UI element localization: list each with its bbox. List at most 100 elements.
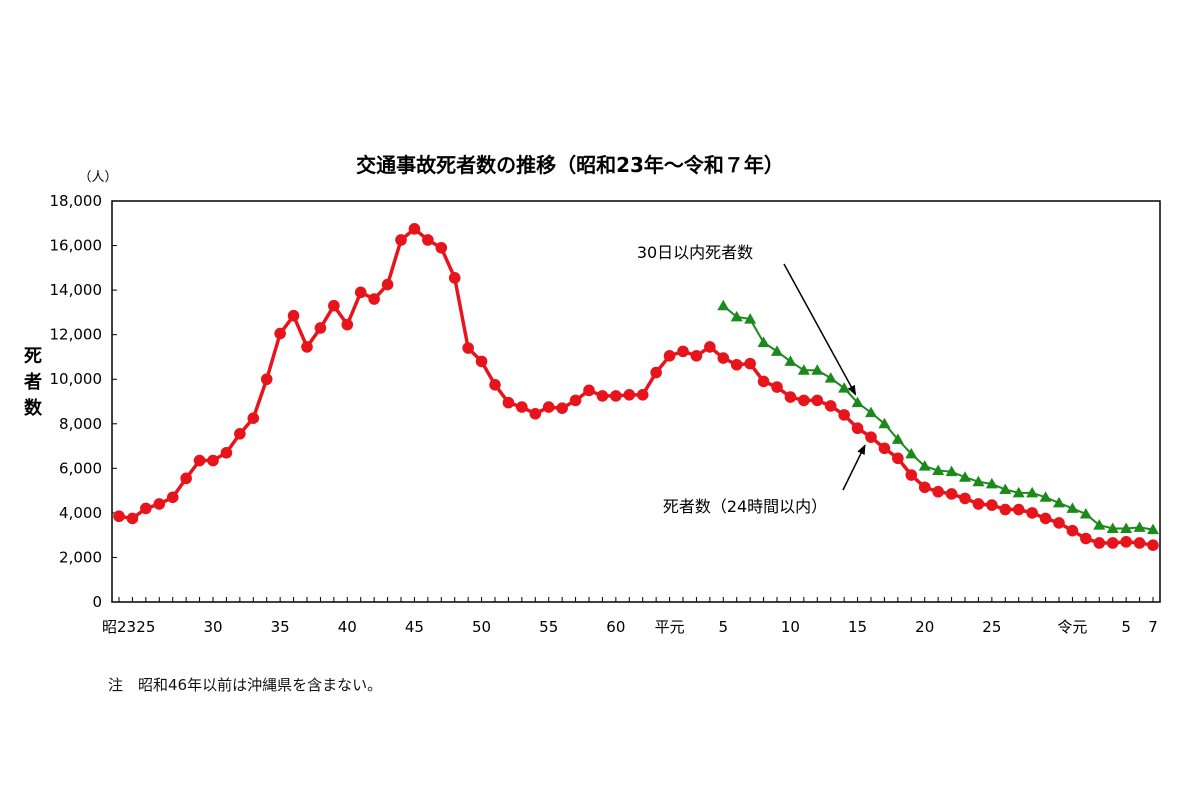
y-axis-ticks: 0 2,000 4,000 6,000 8,000 10,000 12,000 14,000 1… <box>50 192 117 611</box>
data-point <box>247 412 260 425</box>
y-tick-label: 12,000 <box>50 326 103 344</box>
data-point <box>354 286 367 299</box>
data-point <box>328 299 340 312</box>
data-point <box>502 396 515 409</box>
data-point <box>878 417 891 429</box>
data-point <box>690 350 703 362</box>
data-point <box>1066 524 1079 537</box>
x-tick-label: 7 <box>1148 618 1158 636</box>
data-point <box>1012 503 1025 516</box>
data-point <box>717 299 730 311</box>
data-point <box>422 234 434 246</box>
data-point <box>1079 508 1092 519</box>
x-tick-label: 5 <box>719 618 729 636</box>
data-point <box>677 345 689 358</box>
data-point <box>314 322 327 334</box>
data-point <box>1133 521 1146 532</box>
y-tick-label: 10,000 <box>50 370 103 388</box>
data-point <box>1093 519 1106 530</box>
data-point <box>126 512 139 525</box>
data-point <box>838 409 850 421</box>
data-point <box>999 483 1012 494</box>
y-axis-label: 死者数 <box>23 346 43 419</box>
data-point <box>1120 522 1133 533</box>
data-point <box>851 422 864 435</box>
annotation-label: 30日以内死者数 <box>637 243 753 262</box>
y-axis-label-char: 死 <box>24 346 42 367</box>
x-tick-label: 45 <box>405 618 424 636</box>
x-tick-label: 60 <box>606 618 625 636</box>
x-tick-label: 35 <box>271 618 290 636</box>
data-point <box>193 454 206 467</box>
y-tick-label: 2,000 <box>59 548 102 566</box>
data-point <box>663 350 676 362</box>
data-point <box>556 402 568 414</box>
y-tick-label: 18,000 <box>50 192 103 210</box>
data-point <box>811 394 824 407</box>
data-point <box>865 431 877 443</box>
data-point <box>381 278 394 291</box>
data-point <box>771 381 783 393</box>
data-point <box>529 407 542 420</box>
footnote: 注 昭和46年以前は沖縄県を含まない。 <box>108 676 383 694</box>
x-tick-label: 25 <box>136 618 155 636</box>
x-tick-label: 20 <box>915 618 934 636</box>
data-point <box>207 454 219 467</box>
data-point <box>1026 507 1038 519</box>
data-point <box>838 382 851 393</box>
data-point <box>784 355 797 366</box>
data-point <box>287 309 300 322</box>
data-point <box>1106 537 1119 549</box>
data-point <box>891 433 904 444</box>
data-point <box>972 475 985 487</box>
chart-title: 交通事故死者数の推移（昭和23年～令和７年） <box>356 153 784 177</box>
data-point <box>959 471 971 482</box>
data-point <box>596 390 609 402</box>
data-point <box>744 357 756 370</box>
data-point <box>1106 522 1119 533</box>
data-point <box>932 464 945 476</box>
data-point <box>516 401 528 413</box>
data-point <box>260 373 273 386</box>
data-point <box>878 442 891 455</box>
x-tick-label: 55 <box>539 618 558 636</box>
data-point <box>1053 517 1065 529</box>
data-point <box>972 498 985 510</box>
data-point <box>771 345 783 356</box>
series-line-1 <box>118 226 1154 547</box>
data-point <box>1039 491 1052 502</box>
data-point <box>220 446 233 459</box>
data-point <box>932 485 944 498</box>
data-point <box>892 452 904 465</box>
data-point <box>395 234 407 246</box>
data-point <box>730 358 743 371</box>
data-point <box>757 336 770 347</box>
data-point <box>274 327 286 340</box>
data-point <box>475 355 488 368</box>
y-tick-label: 4,000 <box>59 504 102 522</box>
data-point <box>301 341 313 353</box>
data-point <box>1053 496 1065 508</box>
data-point <box>341 318 354 331</box>
data-point <box>757 375 770 388</box>
y-axis-label-char: 者 <box>23 372 42 393</box>
y-tick-label: 14,000 <box>50 281 103 299</box>
y-axis-label-char: 数 <box>24 397 43 419</box>
data-point <box>408 223 421 235</box>
data-point <box>166 491 179 504</box>
data-point <box>542 401 555 413</box>
data-point <box>650 366 662 379</box>
y-tick-label: 6,000 <box>59 459 102 477</box>
data-point <box>180 472 192 485</box>
data-point <box>905 469 918 481</box>
data-point <box>1080 532 1092 545</box>
data-point <box>811 364 824 375</box>
data-point <box>945 488 958 500</box>
data-point <box>918 481 931 494</box>
y-tick-label: 16,000 <box>50 237 103 255</box>
data-point <box>918 460 931 471</box>
data-point <box>824 400 837 412</box>
data-point <box>1133 537 1146 549</box>
data-point <box>489 378 501 391</box>
